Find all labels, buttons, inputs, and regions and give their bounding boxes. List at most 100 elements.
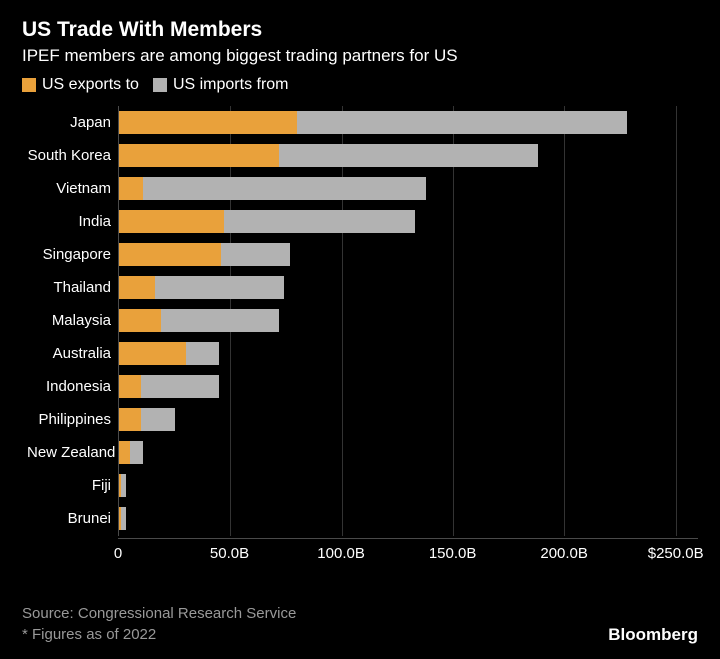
- bar-segment-imports: [297, 111, 627, 134]
- legend-label-imports: US imports from: [173, 76, 289, 94]
- row-label: Singapore: [27, 246, 119, 263]
- bar-segment-exports: [119, 243, 221, 266]
- bar-row: Fiji: [119, 469, 698, 502]
- brand-label: Bloomberg: [608, 625, 698, 645]
- footer: Source: Congressional Research Service *…: [22, 603, 698, 645]
- bar-segment-exports: [119, 210, 224, 233]
- bar-segment-imports: [141, 375, 219, 398]
- x-tick-label: 0: [114, 545, 122, 562]
- bar-row: Indonesia: [119, 370, 698, 403]
- bar-track: [119, 210, 698, 233]
- x-tick-label: 100.0B: [317, 545, 365, 562]
- row-label: Fiji: [27, 477, 119, 494]
- bar-row: New Zealand: [119, 436, 698, 469]
- bar-row: Brunei: [119, 502, 698, 535]
- bar-segment-exports: [119, 144, 279, 167]
- row-label: Malaysia: [27, 312, 119, 329]
- bar-track: [119, 375, 698, 398]
- bar-track: [119, 144, 698, 167]
- bar-segment-imports: [121, 507, 125, 530]
- bar-segment-imports: [279, 144, 537, 167]
- bar-row: Japan: [119, 106, 698, 139]
- bar-row: India: [119, 205, 698, 238]
- bar-segment-imports: [130, 441, 143, 464]
- bar-stack: [119, 243, 698, 266]
- row-label: Philippines: [27, 411, 119, 428]
- x-tick-label: 200.0B: [540, 545, 588, 562]
- bar-track: [119, 474, 698, 497]
- bar-segment-exports: [119, 177, 143, 200]
- bar-segment-exports: [119, 408, 141, 431]
- legend-item-exports: US exports to: [22, 76, 139, 94]
- bar-stack: [119, 474, 698, 497]
- bar-row: Philippines: [119, 403, 698, 436]
- x-tick-label: $250.0B: [648, 545, 704, 562]
- bar-stack: [119, 342, 698, 365]
- bar-row: Singapore: [119, 238, 698, 271]
- bar-segment-exports: [119, 375, 141, 398]
- bar-segment-exports: [119, 309, 161, 332]
- bar-row: South Korea: [119, 139, 698, 172]
- source-line-2: * Figures as of 2022: [22, 624, 296, 645]
- bar-row: Thailand: [119, 271, 698, 304]
- bar-segment-imports: [155, 276, 284, 299]
- bar-segment-imports: [143, 177, 426, 200]
- chart-area: JapanSouth KoreaVietnamIndiaSingaporeTha…: [22, 106, 698, 568]
- bar-segment-imports: [186, 342, 219, 365]
- chart-container: US Trade With Members IPEF members are a…: [0, 0, 720, 659]
- legend-swatch-exports: [22, 78, 36, 92]
- bar-stack: [119, 144, 698, 167]
- row-label: India: [27, 213, 119, 230]
- bar-segment-imports: [221, 243, 290, 266]
- bar-track: [119, 243, 698, 266]
- bar-track: [119, 408, 698, 431]
- row-label: Brunei: [27, 510, 119, 527]
- row-label: New Zealand: [27, 444, 119, 461]
- x-tick-label: 150.0B: [429, 545, 477, 562]
- bar-segment-exports: [119, 441, 130, 464]
- legend-label-exports: US exports to: [42, 76, 139, 94]
- bar-stack: [119, 507, 698, 530]
- bar-stack: [119, 111, 698, 134]
- legend-swatch-imports: [153, 78, 167, 92]
- x-tick-label: 50.0B: [210, 545, 249, 562]
- bar-track: [119, 309, 698, 332]
- row-label: Australia: [27, 345, 119, 362]
- plot-area: JapanSouth KoreaVietnamIndiaSingaporeTha…: [118, 106, 698, 536]
- row-label: Thailand: [27, 279, 119, 296]
- bar-track: [119, 177, 698, 200]
- chart-subtitle: IPEF members are among biggest trading p…: [22, 46, 698, 66]
- bar-segment-imports: [121, 474, 125, 497]
- row-label: Japan: [27, 114, 119, 131]
- bar-stack: [119, 276, 698, 299]
- bar-segment-exports: [119, 342, 186, 365]
- bar-stack: [119, 375, 698, 398]
- bar-track: [119, 441, 698, 464]
- bar-stack: [119, 441, 698, 464]
- bar-track: [119, 111, 698, 134]
- row-label: Indonesia: [27, 378, 119, 395]
- row-label: Vietnam: [27, 180, 119, 197]
- source-line-1: Source: Congressional Research Service: [22, 603, 296, 624]
- chart-title: US Trade With Members: [22, 18, 698, 42]
- bar-segment-imports: [161, 309, 279, 332]
- bar-stack: [119, 210, 698, 233]
- bar-stack: [119, 408, 698, 431]
- bar-stack: [119, 309, 698, 332]
- bar-track: [119, 342, 698, 365]
- bar-row: Malaysia: [119, 304, 698, 337]
- legend: US exports to US imports from: [22, 76, 698, 94]
- legend-item-imports: US imports from: [153, 76, 289, 94]
- bar-segment-imports: [224, 210, 416, 233]
- bar-track: [119, 507, 698, 530]
- bar-stack: [119, 177, 698, 200]
- x-axis: 050.0B100.0B150.0B200.0B$250.0B: [118, 538, 698, 566]
- bar-track: [119, 276, 698, 299]
- bar-segment-imports: [141, 408, 174, 431]
- source-text: Source: Congressional Research Service *…: [22, 603, 296, 645]
- bar-row: Vietnam: [119, 172, 698, 205]
- row-label: South Korea: [27, 147, 119, 164]
- bar-row: Australia: [119, 337, 698, 370]
- bar-segment-exports: [119, 111, 297, 134]
- bar-segment-exports: [119, 276, 155, 299]
